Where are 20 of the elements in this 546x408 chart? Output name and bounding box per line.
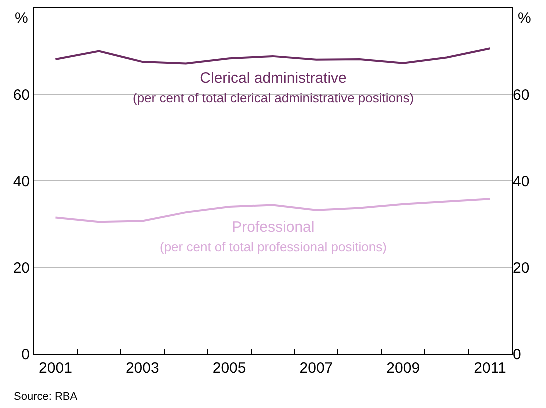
- x-tick-label: 2009: [386, 360, 420, 377]
- y2-tick-label: 60: [513, 86, 530, 104]
- y2-tick-label: 0: [513, 346, 522, 364]
- y-tick-label: 40: [13, 173, 30, 190]
- y-tick-label: 20: [13, 260, 30, 277]
- source-note: Source: RBA: [14, 391, 78, 403]
- line-series: [54, 48, 492, 65]
- x-tick-label: 2003: [126, 360, 160, 377]
- y-tick-label: 0: [22, 346, 30, 364]
- series-label: Clerical administrative (per cent of total clerical administrative positions): [133, 70, 414, 106]
- x-tick-label: 2005: [212, 360, 246, 377]
- y-axis-title: %: [15, 10, 28, 27]
- y2-tick-label: 20: [513, 260, 530, 277]
- series-label: Professional (per cent of total professional positions): [160, 219, 387, 254]
- y2-axis-title: %: [518, 10, 532, 27]
- y-tick-label: 60: [13, 86, 30, 104]
- x-tick-label: 2007: [300, 360, 334, 377]
- y2-tick-label: 40: [513, 173, 530, 190]
- x-tick-label: 2011: [474, 360, 506, 377]
- x-tick-label: 2001: [39, 360, 72, 377]
